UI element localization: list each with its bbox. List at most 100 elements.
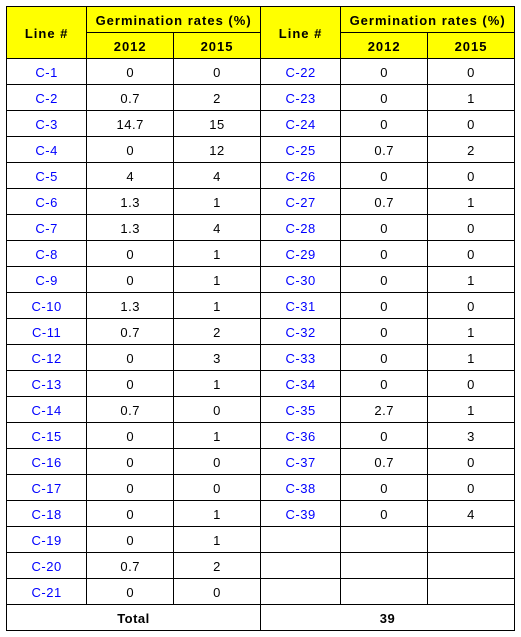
table-row: C-100C-2200 [7,59,515,85]
value-2015-cell: 0 [428,475,515,501]
value-2015-cell: 1 [428,267,515,293]
table-row: C-1901 [7,527,515,553]
line-cell: C-10 [7,293,87,319]
line-cell: C-39 [260,501,340,527]
line-cell: C-26 [260,163,340,189]
line-cell: C-9 [7,267,87,293]
value-2015-cell: 1 [174,241,261,267]
table-row: C-61.31C-270.71 [7,189,515,215]
value-2015-cell: 0 [428,241,515,267]
value-2012-cell: 0 [87,475,174,501]
value-2015-cell: 4 [428,501,515,527]
col-year-b-left: 2015 [174,33,261,59]
value-2012-cell: 1.3 [87,189,174,215]
line-cell: C-17 [7,475,87,501]
table-row: C-2100 [7,579,515,605]
value-2015-cell: 0 [428,215,515,241]
value-2012-cell: 0.7 [87,85,174,111]
value-2012-cell: 0 [87,423,174,449]
value-2015-cell: 15 [174,111,261,137]
value-2012-cell: 0 [341,111,428,137]
line-cell: C-2 [7,85,87,111]
value-2015-cell [428,553,515,579]
line-cell: C-4 [7,137,87,163]
line-cell: C-35 [260,397,340,423]
line-cell [260,579,340,605]
table-row: C-544C-2600 [7,163,515,189]
germination-table: Line # Germination rates (%) Line # Germ… [6,6,515,631]
value-2015-cell: 2 [174,553,261,579]
table-row: C-1301C-3400 [7,371,515,397]
value-2015-cell: 1 [174,371,261,397]
line-cell: C-3 [7,111,87,137]
value-2015-cell: 0 [428,59,515,85]
line-cell: C-21 [7,579,87,605]
value-2012-cell: 0 [341,423,428,449]
line-cell: C-28 [260,215,340,241]
value-2015-cell: 2 [428,137,515,163]
line-cell: C-27 [260,189,340,215]
table-row: C-110.72C-3201 [7,319,515,345]
value-2012-cell: 0 [87,59,174,85]
value-2012-cell: 0 [87,137,174,163]
line-cell: C-32 [260,319,340,345]
value-2012-cell: 0 [341,371,428,397]
value-2015-cell: 0 [428,293,515,319]
line-cell: C-22 [260,59,340,85]
value-2012-cell: 0 [87,449,174,475]
value-2015-cell: 3 [428,423,515,449]
line-cell: C-14 [7,397,87,423]
value-2012-cell: 0.7 [87,319,174,345]
line-cell: C-5 [7,163,87,189]
value-2012-cell: 0 [341,319,428,345]
value-2012-cell [341,553,428,579]
line-cell: C-18 [7,501,87,527]
value-2015-cell: 1 [174,189,261,215]
value-2015-cell: 0 [428,449,515,475]
table-container: Line # Germination rates (%) Line # Germ… [0,0,521,637]
value-2012-cell: 0 [341,267,428,293]
value-2015-cell: 4 [174,163,261,189]
table-row: C-314.715C-2400 [7,111,515,137]
value-2015-cell: 1 [428,345,515,371]
value-2012-cell: 0 [341,501,428,527]
line-cell: C-8 [7,241,87,267]
value-2015-cell: 1 [428,397,515,423]
table-row: C-20.72C-2301 [7,85,515,111]
table-row: C-4012C-250.72 [7,137,515,163]
table-row: C-200.72 [7,553,515,579]
line-cell: C-19 [7,527,87,553]
value-2012-cell: 0 [87,241,174,267]
value-2015-cell: 0 [428,111,515,137]
value-2012-cell [341,579,428,605]
value-2015-cell: 1 [428,189,515,215]
value-2015-cell: 0 [174,397,261,423]
col-line-right: Line # [260,7,340,59]
value-2012-cell: 0 [87,267,174,293]
line-cell: C-29 [260,241,340,267]
value-2012-cell [341,527,428,553]
line-cell: C-34 [260,371,340,397]
table-row: C-140.70C-352.71 [7,397,515,423]
value-2012-cell: 0 [341,85,428,111]
table-row: C-1203C-3301 [7,345,515,371]
value-2015-cell: 3 [174,345,261,371]
value-2012-cell: 0 [87,371,174,397]
line-cell: C-13 [7,371,87,397]
value-2012-cell: 0 [341,59,428,85]
value-2012-cell: 0 [341,475,428,501]
value-2015-cell: 1 [174,293,261,319]
value-2012-cell: 1.3 [87,293,174,319]
value-2012-cell: 0 [341,241,428,267]
value-2015-cell: 1 [174,267,261,293]
value-2015-cell: 0 [174,579,261,605]
value-2012-cell: 0 [341,163,428,189]
value-2015-cell: 2 [174,85,261,111]
line-cell [260,553,340,579]
value-2012-cell: 0 [87,345,174,371]
value-2015-cell: 1 [174,527,261,553]
value-2015-cell: 1 [428,85,515,111]
value-2015-cell: 1 [174,501,261,527]
line-cell: C-36 [260,423,340,449]
value-2015-cell: 12 [174,137,261,163]
